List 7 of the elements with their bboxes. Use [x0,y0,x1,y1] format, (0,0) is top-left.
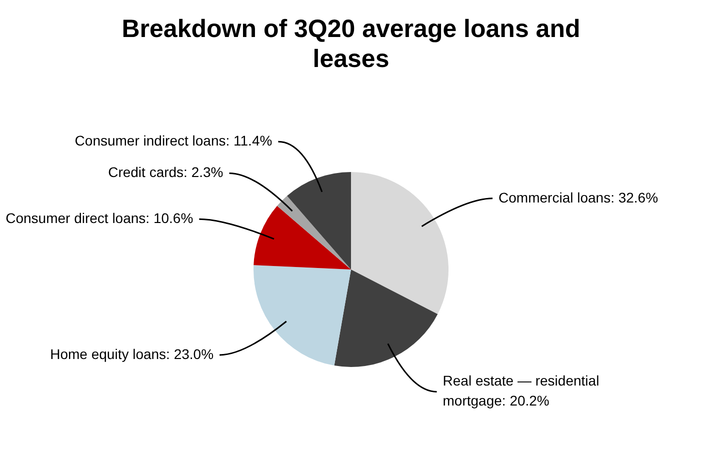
slice-label: Consumer direct loans: 10.6% [6,210,194,226]
slice-label: Home equity loans: 23.0% [50,346,214,362]
chart-title: Breakdown of 3Q20 average loans and leases [120,14,582,74]
slice-label: Credit cards: 2.3% [108,164,224,180]
slice-label: Commercial loans: 32.6% [498,189,658,206]
slice-label: Consumer indirect loans: 11.4% [74,132,272,149]
slice-label: Real estate — residential mortgage: 20.2% [442,372,600,409]
